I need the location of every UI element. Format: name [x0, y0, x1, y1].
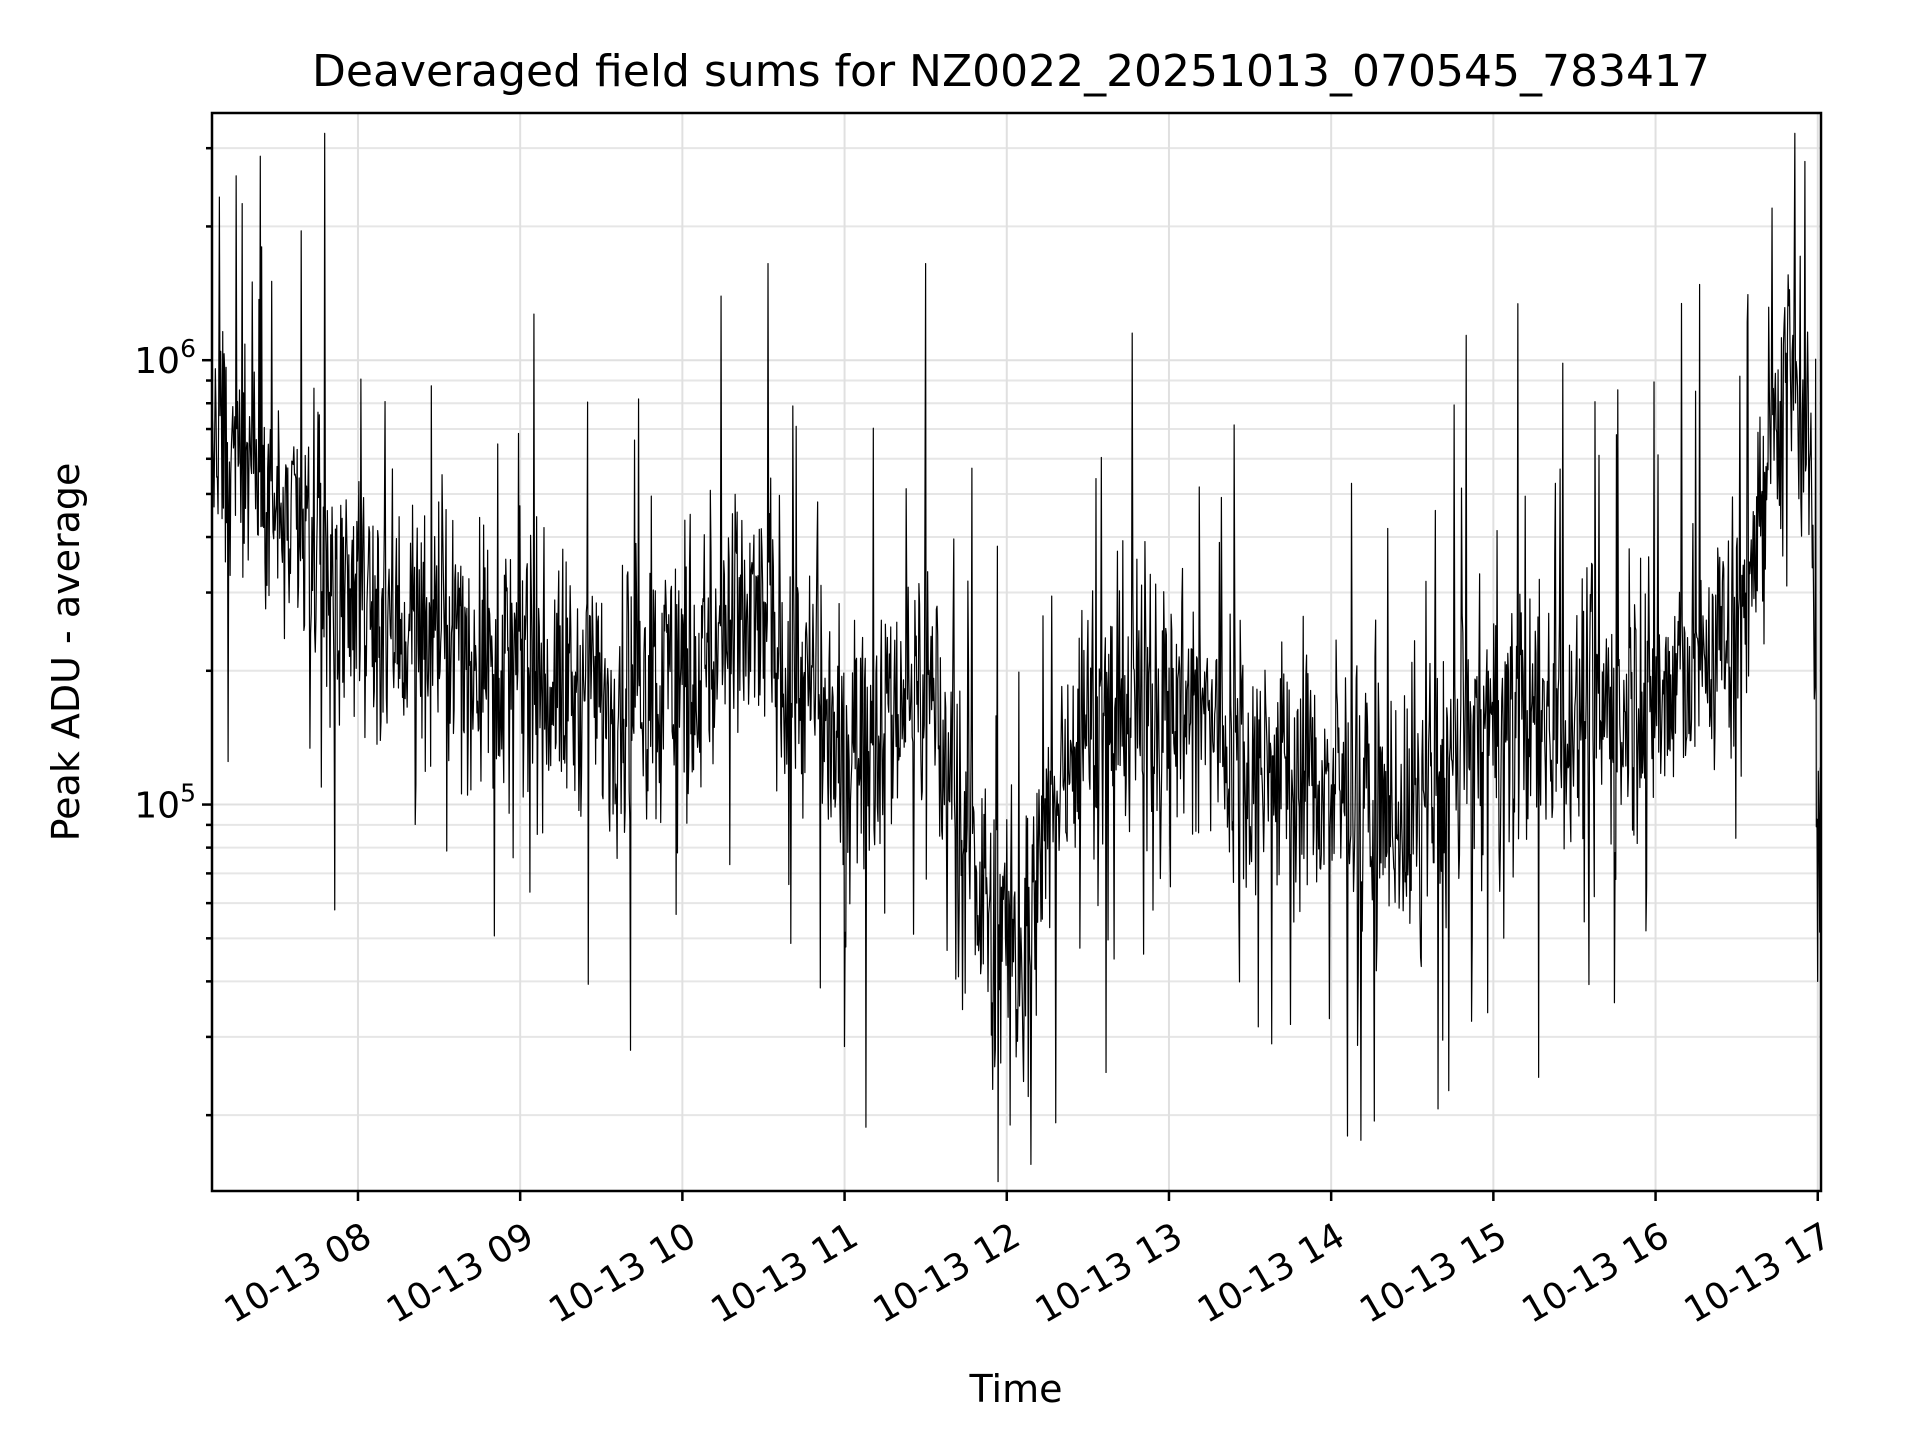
y-axis: 105 106 — [134, 146, 212, 1117]
series-line — [211, 132, 1822, 1183]
x-tick-label: 10-13 09 — [380, 1215, 541, 1331]
y-axis-label: Peak ADU - average — [44, 463, 88, 842]
x-tick-label: 10-13 13 — [1029, 1215, 1190, 1331]
x-tick-label: 10-13 11 — [704, 1215, 865, 1331]
x-axis: 10-13 08 10-13 09 10-13 10 10-13 11 10-13 12… — [218, 1191, 1838, 1332]
plot-frame — [210, 111, 1823, 1193]
x-tick-label: 10-13 14 — [1191, 1215, 1352, 1331]
x-tick-label: 10-13 17 — [1678, 1215, 1839, 1331]
series-layer — [211, 132, 1822, 1183]
x-tick-label: 10-13 10 — [542, 1215, 703, 1331]
x-tick-label: 10-13 15 — [1353, 1215, 1514, 1331]
chart-title: Deaveraged field sums for NZ0022_2025101… — [312, 46, 1710, 97]
x-tick-label: 10-13 08 — [218, 1215, 379, 1331]
y-tick-label: 105 — [134, 779, 196, 827]
x-tick-label: 10-13 12 — [867, 1215, 1028, 1331]
y-tick-label: 106 — [134, 334, 196, 382]
x-axis-label: Time — [969, 1367, 1063, 1411]
x-tick-label: 10-13 16 — [1515, 1215, 1676, 1331]
